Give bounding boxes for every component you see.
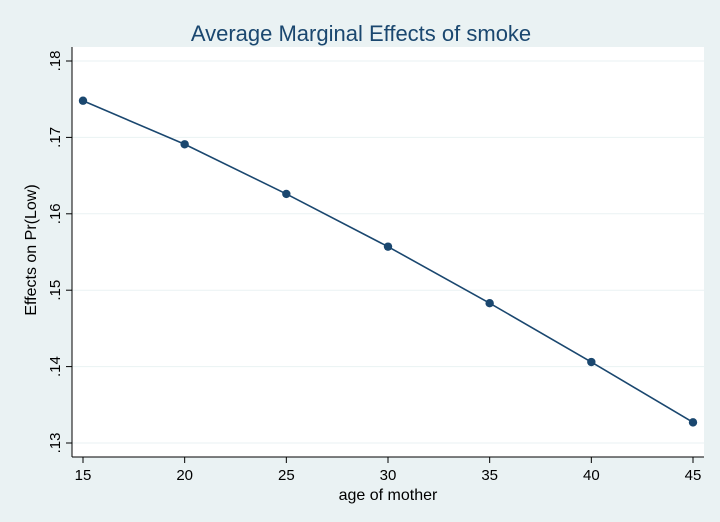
y-tick-label: .14	[47, 356, 64, 377]
x-tick-label: 25	[278, 467, 295, 484]
x-tick-label: 40	[583, 467, 600, 484]
data-point	[78, 96, 88, 105]
x-tick-label: 35	[481, 467, 498, 484]
data-point	[587, 357, 596, 367]
x-tick-label: 15	[75, 467, 92, 484]
y-tick-label: .16	[47, 203, 64, 224]
x-axis-label: age of mother	[339, 487, 438, 504]
series-layer	[78, 96, 698, 427]
chart-title: Average Marginal Effects of smoke	[191, 21, 531, 46]
y-axis-label: Effects on Pr(Low)	[23, 184, 40, 315]
data-point	[485, 298, 494, 308]
plot-area	[72, 47, 704, 457]
y-tick-label: .15	[47, 280, 64, 301]
data-point	[383, 242, 393, 251]
y-tick-label: .18	[47, 51, 64, 72]
x-tick-label: 20	[176, 467, 193, 484]
data-point	[688, 418, 698, 427]
data-point	[180, 140, 189, 149]
grid-lines	[72, 60, 704, 444]
y-tick-label: .13	[47, 433, 64, 454]
y-tick-label: .17	[47, 127, 64, 148]
axis-ticks: .13 .14 .15 .16 .17 .18 15 20 25 30 35 40 45	[47, 51, 701, 484]
x-tick-label: 45	[685, 467, 702, 484]
x-tick-label: 30	[380, 467, 397, 484]
data-point	[282, 189, 291, 199]
